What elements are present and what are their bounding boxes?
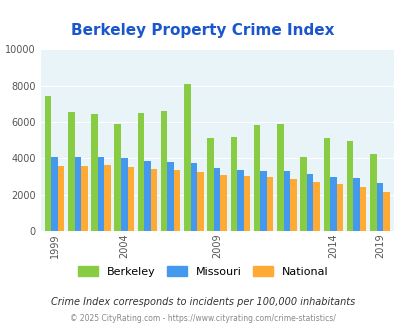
Bar xyxy=(329,178,336,231)
Bar xyxy=(313,182,319,231)
Bar xyxy=(167,162,174,231)
Bar xyxy=(144,161,150,231)
Bar xyxy=(75,156,81,231)
Text: Crime Index corresponds to incidents per 100,000 inhabitants: Crime Index corresponds to incidents per… xyxy=(51,297,354,307)
Text: © 2025 CityRating.com - https://www.cityrating.com/crime-statistics/: © 2025 CityRating.com - https://www.city… xyxy=(70,314,335,323)
Bar xyxy=(253,125,260,231)
Text: Berkeley Property Crime Index: Berkeley Property Crime Index xyxy=(71,23,334,38)
Bar xyxy=(190,163,197,231)
Bar xyxy=(114,124,121,231)
Bar xyxy=(306,174,313,231)
Bar xyxy=(174,170,180,231)
Bar xyxy=(127,167,134,231)
Bar xyxy=(160,111,167,231)
Bar xyxy=(237,170,243,231)
Bar xyxy=(51,156,58,231)
Legend: Berkeley, Missouri, National: Berkeley, Missouri, National xyxy=(73,261,332,281)
Bar xyxy=(91,114,98,231)
Bar xyxy=(104,165,111,231)
Bar xyxy=(150,169,157,231)
Bar xyxy=(323,138,329,231)
Bar xyxy=(68,112,75,231)
Bar xyxy=(266,178,273,231)
Bar xyxy=(220,175,226,231)
Bar xyxy=(336,184,342,231)
Bar xyxy=(184,84,190,231)
Bar xyxy=(243,176,249,231)
Bar xyxy=(290,179,296,231)
Bar xyxy=(300,157,306,231)
Bar xyxy=(45,96,51,231)
Bar xyxy=(137,113,144,231)
Bar xyxy=(98,156,104,231)
Bar xyxy=(346,141,352,231)
Bar xyxy=(260,171,266,231)
Bar xyxy=(359,187,365,231)
Bar xyxy=(277,124,283,231)
Bar xyxy=(81,166,87,231)
Bar xyxy=(369,154,376,231)
Bar xyxy=(283,171,290,231)
Bar xyxy=(382,192,389,231)
Bar xyxy=(230,137,237,231)
Bar xyxy=(121,158,127,231)
Bar xyxy=(376,183,382,231)
Bar xyxy=(207,138,213,231)
Bar xyxy=(58,166,64,231)
Bar xyxy=(197,172,203,231)
Bar xyxy=(352,178,359,231)
Bar xyxy=(213,168,220,231)
